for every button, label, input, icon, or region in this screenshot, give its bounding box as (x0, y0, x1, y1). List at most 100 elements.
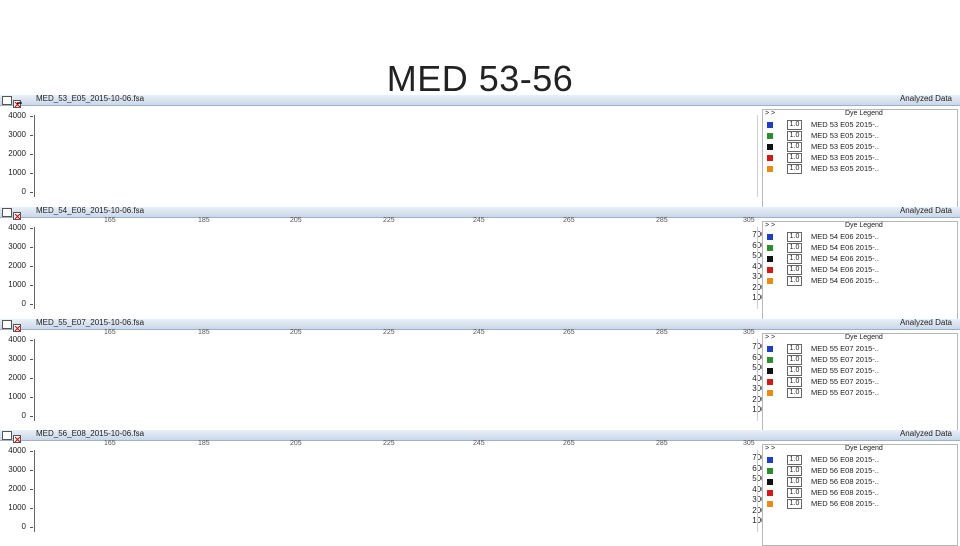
dye-color-swatch (767, 267, 773, 273)
panel-filename: MED_53_E05_2015-10-06.fsa (36, 94, 145, 103)
y-tick (30, 247, 33, 248)
legend-scale-value[interactable]: 1.0 (787, 355, 802, 365)
x-tick-label: 245 (473, 217, 485, 224)
legend-sample-name: MED 56 E08 2015-.. (811, 466, 879, 475)
legend-row[interactable]: 1.0 MED 55 E07 2015-.. (767, 344, 953, 354)
dye-color-swatch (767, 144, 773, 150)
legend-row[interactable]: 1.0 MED 55 E07 2015-.. (767, 388, 953, 398)
x-tick-label: 285 (656, 217, 668, 224)
legend-sample-name: MED 55 E07 2015-.. (811, 377, 879, 386)
y-tick (30, 192, 33, 193)
trace-panel: MED_54_E06_2015-10-06.fsa Analyzed Data 40… (0, 206, 960, 323)
y-tick-label: 4000 (8, 111, 26, 120)
legend-expand[interactable]: > > (765, 334, 776, 341)
y-tick (30, 508, 33, 509)
y-tick-label: 1000 (8, 392, 26, 401)
dye-color-swatch (767, 468, 773, 474)
y-tick-label: 2000 (8, 149, 26, 158)
y-tick-label: 4000 (8, 335, 26, 344)
trace-panel: MED_56_E08_2015-10-06.fsa Analyzed Data 40… (0, 429, 960, 546)
legend-scale-value[interactable]: 1.0 (787, 131, 802, 141)
legend-scale-value[interactable]: 1.0 (787, 366, 802, 376)
legend-row[interactable]: 1.0 MED 54 E06 2015-.. (767, 243, 953, 253)
y-tick-label: 0 (21, 187, 26, 196)
legend-expand[interactable]: > > (765, 445, 776, 452)
legend-row[interactable]: 1.0 MED 56 E08 2015-.. (767, 455, 953, 465)
dye-color-swatch (767, 457, 773, 463)
legend-row[interactable]: 1.0 MED 54 E06 2015-.. (767, 232, 953, 242)
x-tick-label: 185 (198, 440, 210, 447)
close-panel-icon[interactable] (13, 430, 735, 516)
legend-sample-name: MED 53 E05 2015-.. (811, 120, 879, 129)
legend-scale-value[interactable]: 1.0 (787, 142, 802, 152)
legend-row[interactable]: 1.0 MED 54 E06 2015-.. (767, 276, 953, 286)
y-tick-label: 0 (21, 522, 26, 531)
legend-row[interactable]: 1.0 MED 55 E07 2015-.. (767, 377, 953, 387)
y-tick-label: 4000 (8, 223, 26, 232)
legend-row[interactable]: 1.0 MED 56 E08 2015-.. (767, 477, 953, 487)
legend-row[interactable]: 1.0 MED 56 E08 2015-.. (767, 499, 953, 509)
legend-row[interactable]: 1.0 MED 53 E05 2015-.. (767, 131, 953, 141)
trace-svg (35, 227, 757, 309)
trace-plot[interactable] (34, 115, 758, 197)
panel-checkbox[interactable] (2, 431, 12, 440)
legend-scale-value[interactable]: 1.0 (787, 265, 802, 275)
legend-scale-value[interactable]: 1.0 (787, 243, 802, 253)
panel-analyzed-label: Analyzed Data (899, 429, 952, 438)
x-tick-label: 225 (383, 329, 395, 336)
legend-scale-value[interactable]: 1.0 (787, 466, 802, 476)
legend-title: Dye Legend (845, 110, 883, 117)
close-panel-icon[interactable] (13, 319, 735, 405)
y-tick-label: 3000 (8, 465, 26, 474)
dye-legend: > > Dye Legend 1.0 MED 56 E08 2015-.. 1.0 MED… (762, 444, 958, 546)
legend-title: Dye Legend (845, 445, 883, 452)
legend-scale-value[interactable]: 1.0 (787, 455, 802, 465)
panel-checkbox[interactable] (2, 208, 12, 217)
legend-expand[interactable]: > > (765, 110, 776, 117)
legend-sample-name: MED 54 E06 2015-.. (811, 243, 879, 252)
legend-scale-value[interactable]: 1.0 (787, 153, 802, 163)
legend-scale-value[interactable]: 1.0 (787, 477, 802, 487)
trace-panel: MED_53_E05_2015-10-06.fsa Analyzed Data 40… (0, 94, 960, 211)
dye-color-swatch (767, 368, 773, 374)
legend-row[interactable]: 1.0 MED 54 E06 2015-.. (767, 265, 953, 275)
legend-scale-value[interactable]: 1.0 (787, 499, 802, 509)
y-tick-label: 2000 (8, 373, 26, 382)
legend-scale-value[interactable]: 1.0 (787, 344, 802, 354)
x-tick-label: 165 (104, 440, 116, 447)
legend-row[interactable]: 1.0 MED 53 E05 2015-.. (767, 142, 953, 152)
legend-scale-value[interactable]: 1.0 (787, 120, 802, 130)
trace-plot[interactable] (34, 450, 758, 532)
close-panel-icon[interactable] (13, 207, 735, 293)
legend-expand[interactable]: > > (765, 222, 776, 229)
trace-svg (35, 450, 757, 532)
legend-scale-value[interactable]: 1.0 (787, 276, 802, 286)
legend-row[interactable]: 1.0 MED 56 E08 2015-.. (767, 466, 953, 476)
legend-row[interactable]: 1.0 MED 55 E07 2015-.. (767, 355, 953, 365)
legend-scale-value[interactable]: 1.0 (787, 388, 802, 398)
legend-scale-value[interactable]: 1.0 (787, 488, 802, 498)
trace-plot[interactable] (34, 227, 758, 309)
panel-checkbox[interactable] (2, 96, 12, 105)
y2-tick-label: 1000 (738, 517, 770, 525)
legend-scale-value[interactable]: 1.0 (787, 232, 802, 242)
y-tick-label: 3000 (8, 130, 26, 139)
legend-row[interactable]: 1.0 MED 53 E05 2015-.. (767, 153, 953, 163)
panel-checkbox[interactable] (2, 320, 12, 329)
y2-tick-label: 5000 (738, 475, 770, 483)
legend-row[interactable]: 1.0 MED 55 E07 2015-.. (767, 366, 953, 376)
legend-scale-value[interactable]: 1.0 (787, 164, 802, 174)
x-tick-label: 165 (104, 329, 116, 336)
legend-row[interactable]: 1.0 MED 53 E05 2015-.. (767, 120, 953, 130)
y-tick-label: 0 (21, 411, 26, 420)
legend-sample-name: MED 53 E05 2015-.. (811, 131, 879, 140)
legend-row[interactable]: 1.0 MED 53 E05 2015-.. (767, 164, 953, 174)
legend-sample-name: MED 54 E06 2015-.. (811, 254, 879, 263)
legend-scale-value[interactable]: 1.0 (787, 377, 802, 387)
legend-row[interactable]: 1.0 MED 54 E06 2015-.. (767, 254, 953, 264)
trace-plot[interactable] (34, 339, 758, 421)
dye-color-swatch (767, 245, 773, 251)
y-tick (30, 266, 33, 267)
legend-scale-value[interactable]: 1.0 (787, 254, 802, 264)
legend-row[interactable]: 1.0 MED 56 E08 2015-.. (767, 488, 953, 498)
